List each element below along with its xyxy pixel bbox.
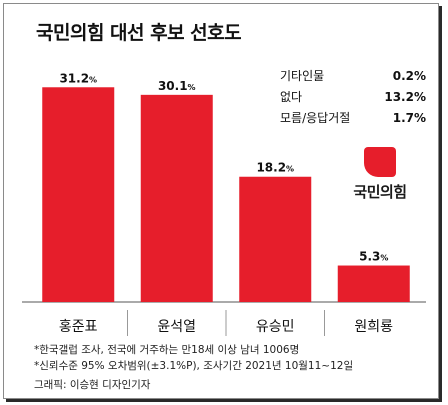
bar	[337, 265, 410, 302]
value-unit: %	[286, 165, 294, 174]
value-label: 30.1%	[158, 79, 196, 93]
legend-value: 1.7%	[392, 111, 426, 125]
value-unit: %	[188, 83, 196, 92]
party-logo-text: 국민의힘	[353, 183, 407, 201]
bar-chart: 31.2% 홍준표 30.1% 윤석열 18.2% 유승민 5.3% 원희룡	[22, 71, 426, 336]
value-label: 31.2%	[59, 71, 97, 85]
legend-label: 기타인물	[280, 69, 325, 83]
bar	[140, 94, 213, 302]
category-label: 원희룡	[354, 319, 393, 335]
value-label: 5.3%	[359, 250, 388, 264]
value-label: 18.2%	[256, 161, 294, 175]
category-label: 홍준표	[59, 319, 98, 335]
other-responses-legend: 기타인물 0.2% 없다 13.2% 모름/응답거절 1.7%	[280, 66, 426, 129]
bar	[42, 87, 115, 302]
value-unit: %	[380, 254, 388, 263]
note-line: *신뢰수준 95% 오차범위(±3.1%P), 조사기간 2021년 10월11…	[34, 360, 354, 372]
legend-value: 13.2%	[384, 90, 426, 104]
bar	[239, 176, 312, 302]
graphic-credit: 그래픽: 이승현 디자인기자	[34, 379, 151, 391]
chart-frame: 국민의힘 대선 후보 선호도 31.2% 홍준표 30.1% 윤석열 18.2% 유승민 5…	[3, 3, 439, 399]
legend-row-unknown: 모름/응답거절 1.7%	[280, 108, 426, 129]
legend-label: 모름/응답거절	[280, 111, 351, 125]
value-unit: %	[89, 75, 97, 84]
note-line: *한국갤럽 조사, 전국에 거주하는 만18세 이상 남녀 1006명	[34, 344, 300, 356]
legend-row-other: 기타인물 0.2%	[280, 66, 426, 87]
survey-notes: *한국갤럽 조사, 전국에 거주하는 만18세 이상 남녀 1006명 *신뢰수…	[34, 342, 353, 374]
party-logo: 국민의힘	[334, 147, 426, 207]
chart-title: 국민의힘 대선 후보 선호도	[36, 22, 242, 44]
category-label: 윤석열	[157, 319, 196, 335]
legend-label: 없다	[280, 90, 303, 104]
category-label: 유승민	[256, 319, 295, 335]
party-logo-icon	[364, 147, 396, 177]
legend-value: 0.2%	[392, 69, 426, 83]
legend-row-none: 없다 13.2%	[280, 87, 426, 108]
